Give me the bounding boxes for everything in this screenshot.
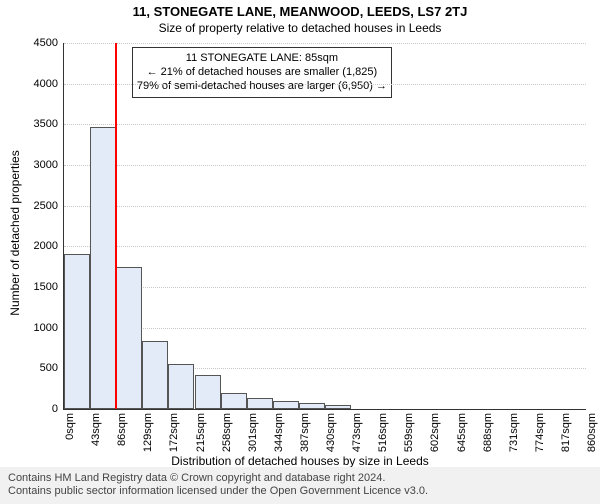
x-tick: 129sqm — [142, 409, 154, 452]
x-tick: 344sqm — [273, 409, 285, 452]
y-tick: 4000 — [34, 78, 64, 90]
x-tick: 387sqm — [299, 409, 311, 452]
x-tick: 258sqm — [221, 409, 233, 452]
histogram-bar — [90, 127, 116, 409]
gridline — [64, 287, 586, 288]
property-size-histogram: 11, STONEGATE LANE, MEANWOOD, LEEDS, LS7… — [0, 4, 600, 504]
y-axis-label: Number of detached properties — [8, 150, 22, 315]
y-tick: 500 — [40, 362, 64, 374]
gridline — [64, 206, 586, 207]
histogram-bar — [247, 398, 273, 409]
x-tick: 731sqm — [508, 409, 520, 452]
x-tick: 172sqm — [168, 409, 180, 452]
histogram-bar — [142, 341, 168, 409]
copyright-line1: Contains HM Land Registry data © Crown c… — [8, 472, 592, 486]
x-tick: 602sqm — [429, 409, 441, 452]
chart-subtitle: Size of property relative to detached ho… — [0, 21, 600, 35]
gridline — [64, 246, 586, 247]
y-tick: 1000 — [34, 322, 64, 334]
histogram-bar — [273, 401, 299, 409]
gridline — [64, 165, 586, 166]
chart-title: 11, STONEGATE LANE, MEANWOOD, LEEDS, LS7… — [0, 4, 600, 19]
x-tick: 860sqm — [586, 409, 598, 452]
annotation-line3: 79% of semi-detached houses are larger (… — [137, 80, 387, 94]
x-tick: 559sqm — [403, 409, 415, 452]
annotation-line2: ← 21% of detached houses are smaller (1,… — [137, 66, 387, 80]
gridline — [64, 328, 586, 329]
histogram-bar — [168, 364, 194, 409]
x-tick: 645sqm — [456, 409, 468, 452]
annotation-line1: 11 STONEGATE LANE: 85sqm — [137, 52, 387, 66]
x-tick: 688sqm — [482, 409, 494, 452]
x-tick: 301sqm — [247, 409, 259, 452]
property-marker-line — [115, 43, 117, 409]
x-tick: 0sqm — [64, 409, 76, 440]
histogram-bar — [195, 375, 221, 409]
y-tick: 4500 — [34, 37, 64, 49]
y-tick: 2000 — [34, 240, 64, 252]
x-tick: 215sqm — [195, 409, 207, 452]
histogram-bar — [221, 393, 247, 409]
x-tick: 473sqm — [351, 409, 363, 452]
x-tick: 774sqm — [534, 409, 546, 452]
gridline — [64, 84, 586, 85]
y-tick: 2500 — [34, 200, 64, 212]
y-tick: 0 — [52, 403, 64, 415]
y-tick: 1500 — [34, 281, 64, 293]
x-tick: 430sqm — [325, 409, 337, 452]
histogram-bar — [116, 267, 142, 409]
histogram-bar — [64, 254, 90, 409]
gridline — [64, 43, 586, 44]
y-tick: 3500 — [34, 118, 64, 130]
plot-area: 11 STONEGATE LANE: 85sqm ← 21% of detach… — [63, 43, 586, 410]
copyright-line2: Contains public sector information licen… — [8, 485, 592, 499]
copyright-footer: Contains HM Land Registry data © Crown c… — [0, 467, 600, 504]
x-tick: 817sqm — [560, 409, 572, 452]
x-tick: 516sqm — [377, 409, 389, 452]
x-tick: 86sqm — [116, 409, 128, 446]
annotation-box: 11 STONEGATE LANE: 85sqm ← 21% of detach… — [132, 47, 392, 98]
y-tick: 3000 — [34, 159, 64, 171]
gridline — [64, 124, 586, 125]
x-tick: 43sqm — [90, 409, 102, 446]
